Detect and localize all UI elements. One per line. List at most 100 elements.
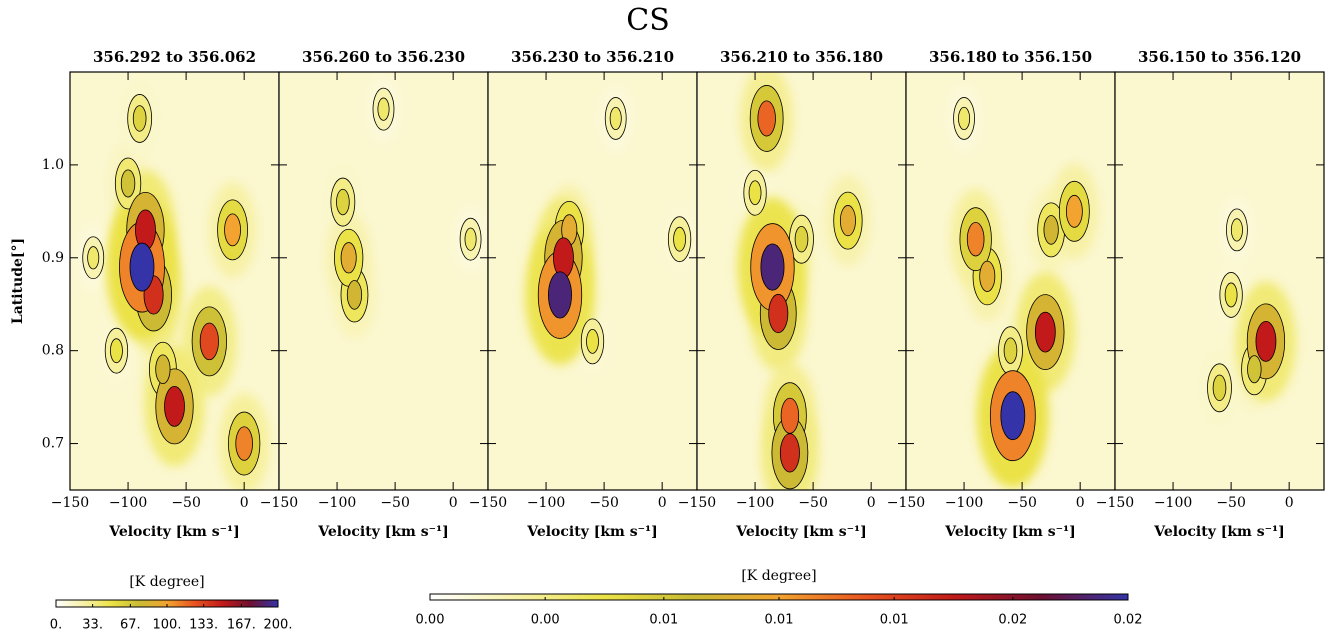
emission	[748, 180, 762, 206]
x-tick-label: −50	[1216, 495, 1246, 511]
emission	[224, 213, 241, 247]
y-tick-label: 0.7	[42, 436, 64, 452]
x-tick-label: −100	[736, 495, 774, 511]
emission	[1224, 282, 1238, 308]
panel-title: 356.210 to 356.180	[720, 48, 883, 66]
colorbar-tick-label: 0.00	[531, 613, 560, 628]
emission	[768, 293, 789, 334]
x-tick-label: −50	[171, 495, 201, 511]
panel-title: 356.230 to 356.210	[511, 48, 674, 66]
colorbar-label: [K degree]	[741, 568, 816, 584]
x-axis-label: Velocity [km s⁻¹]	[108, 524, 240, 540]
emission	[110, 338, 123, 364]
panel-frame	[1114, 71, 1325, 491]
x-tick-label: −100	[109, 495, 147, 511]
colorbar-tick-label: 167.	[227, 618, 256, 633]
x-axis-label: Velocity [km s⁻¹]	[1153, 524, 1285, 540]
colorbar-tick-label: 200.	[264, 618, 293, 633]
y-tick-label: 0.8	[42, 343, 64, 359]
emission	[780, 397, 800, 434]
x-tick-label: −50	[380, 495, 410, 511]
emission	[586, 328, 599, 354]
x-axis-label: Velocity [km s⁻¹]	[526, 524, 658, 540]
x-tick-label: −100	[1154, 495, 1192, 511]
x-tick-label: 0	[1285, 495, 1294, 511]
x-tick-label: 0	[240, 495, 249, 511]
x-tick-label: 0	[1076, 495, 1085, 511]
colorbar-tick-label: 133.	[189, 618, 218, 633]
heatmap	[76, 80, 270, 490]
emission	[779, 433, 800, 473]
x-tick-label: 0	[449, 495, 458, 511]
emission	[1043, 215, 1059, 245]
x-tick-label: −150	[887, 495, 925, 511]
emission	[336, 188, 350, 216]
emission	[553, 237, 574, 279]
emission	[464, 227, 477, 251]
x-axis-label: Velocity [km s⁻¹]	[944, 524, 1076, 540]
x-tick-label: −50	[798, 495, 828, 511]
emission	[235, 426, 253, 461]
emission	[757, 100, 776, 137]
emission	[1255, 320, 1277, 362]
emission	[346, 280, 363, 310]
colorbar-tick-label: 0.01	[765, 613, 794, 628]
emission	[377, 97, 390, 121]
emission	[1034, 311, 1056, 353]
emission	[979, 260, 996, 292]
y-tick-label: 1.0	[42, 157, 64, 173]
heatmap	[947, 84, 1099, 488]
x-tick-label: −50	[589, 495, 619, 511]
x-tick-label: −50	[1007, 495, 1037, 511]
x-tick-label: −150	[678, 495, 716, 511]
emission	[839, 205, 856, 237]
x-axis-label: Velocity [km s⁻¹]	[317, 524, 449, 540]
panel-title: 356.180 to 356.150	[929, 48, 1092, 66]
x-tick-label: −100	[945, 495, 983, 511]
x-tick-label: 0	[658, 495, 667, 511]
emission	[1247, 355, 1262, 384]
y-tick-label: 0.9	[42, 250, 64, 266]
colorbar-tick-label: 0.01	[880, 613, 909, 628]
emission	[155, 354, 171, 385]
emission	[958, 106, 971, 131]
heatmap	[525, 84, 697, 378]
emission	[120, 169, 136, 198]
emission	[129, 242, 155, 292]
emission	[547, 271, 572, 319]
emission	[199, 322, 219, 361]
emission	[1065, 194, 1083, 228]
panel-title: 356.292 to 356.062	[93, 48, 256, 66]
panel-title: 356.260 to 356.230	[302, 48, 465, 66]
emission	[673, 226, 686, 252]
colorbar-tick-label: 67.	[120, 618, 141, 633]
y-axis-label: Latitude[°]	[10, 238, 26, 324]
emission	[164, 385, 185, 427]
x-tick-label: −100	[527, 495, 565, 511]
heatmap	[323, 75, 488, 339]
colorbar-label: [K degree]	[129, 574, 204, 590]
emission	[87, 246, 100, 270]
colorbar-tick-label: 0.02	[998, 613, 1027, 628]
emission	[609, 106, 622, 131]
emission	[794, 225, 809, 253]
colorbar-tick-label: 0.00	[416, 613, 445, 628]
colorbar-tick-label: 100.	[153, 618, 182, 633]
panel-title: 356.150 to 356.120	[1138, 48, 1301, 66]
emission	[1000, 391, 1026, 441]
emission	[1230, 218, 1243, 242]
colorbar-tick-label: 0.01	[649, 613, 678, 628]
emission	[966, 221, 985, 257]
x-tick-label: −100	[318, 495, 356, 511]
x-tick-label: −150	[1096, 495, 1134, 511]
heatmap	[737, 72, 871, 490]
colorbar-tick-label: 33.	[82, 618, 103, 633]
heatmap	[1200, 196, 1296, 427]
emission	[1212, 374, 1227, 402]
x-tick-label: 0	[867, 495, 876, 511]
x-tick-label: −150	[51, 495, 89, 511]
emission	[132, 105, 147, 132]
x-axis-label: Velocity [km s⁻¹]	[735, 524, 867, 540]
x-tick-label: −150	[260, 495, 298, 511]
